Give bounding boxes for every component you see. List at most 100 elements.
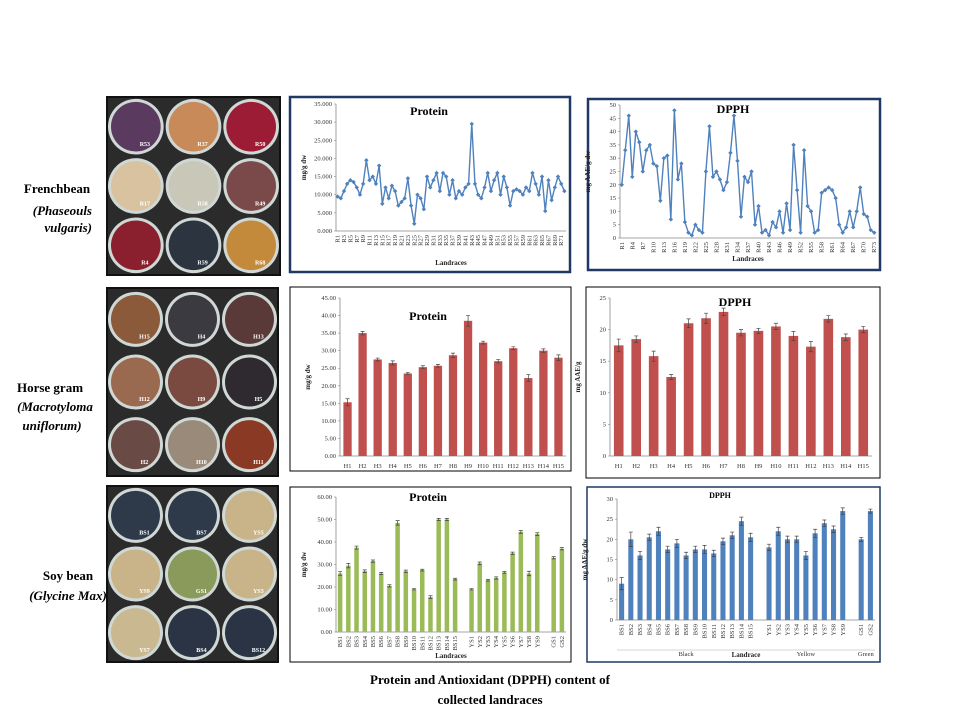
seeds bbox=[111, 294, 160, 344]
error-bar bbox=[702, 545, 707, 554]
x-tick-label: H3 bbox=[374, 463, 382, 470]
seeds bbox=[111, 608, 160, 658]
x-tick-label: R61 bbox=[526, 235, 533, 246]
x-tick-label: H9 bbox=[754, 463, 762, 470]
x-tick-label: BS2 bbox=[345, 636, 352, 647]
marker bbox=[469, 121, 474, 127]
marker bbox=[665, 153, 670, 158]
row-latin: (Macrotyloma bbox=[17, 399, 93, 414]
bar bbox=[784, 539, 790, 620]
row-name: Soy bean bbox=[43, 568, 94, 583]
y-tick-label: 35.000 bbox=[314, 101, 332, 108]
y-tick-label: 25 bbox=[610, 169, 617, 176]
bar bbox=[358, 333, 367, 456]
y-tick-label: 0.000 bbox=[317, 228, 332, 235]
marker bbox=[341, 188, 347, 194]
x-tick-label: R11 bbox=[367, 235, 374, 246]
row-name: Horse gram bbox=[17, 380, 83, 395]
marker bbox=[675, 177, 681, 182]
x-tick-label: R49 bbox=[787, 242, 794, 253]
bar bbox=[665, 549, 671, 620]
marker bbox=[546, 178, 551, 183]
marker bbox=[710, 174, 716, 180]
y-tick-label: 25 bbox=[600, 295, 607, 302]
x-tick-label: YS4 bbox=[794, 623, 801, 635]
row-name: Frenchbean bbox=[24, 181, 91, 196]
x-tick-label: R43 bbox=[766, 242, 773, 253]
error-bar bbox=[822, 519, 827, 527]
marker bbox=[851, 225, 856, 230]
error-bar bbox=[551, 556, 556, 560]
marker bbox=[511, 188, 516, 194]
x-tick-label: R53 bbox=[501, 235, 508, 246]
x-tick-label: H11 bbox=[788, 463, 799, 470]
x-tick-label: H7 bbox=[434, 463, 443, 470]
error-bar bbox=[511, 346, 516, 350]
error-bar bbox=[420, 365, 425, 369]
bar bbox=[502, 572, 507, 632]
marker bbox=[868, 227, 873, 233]
marker bbox=[745, 179, 751, 185]
bar bbox=[343, 402, 352, 456]
marker bbox=[668, 217, 674, 222]
x-tick-label: R16 bbox=[671, 241, 678, 253]
seeds bbox=[168, 220, 219, 271]
seeds bbox=[111, 490, 160, 540]
error-bar bbox=[541, 348, 546, 353]
marker bbox=[520, 192, 526, 197]
chart-frame bbox=[585, 286, 881, 479]
marker bbox=[498, 192, 503, 197]
x-tick-label: R43 bbox=[469, 235, 476, 246]
seeds bbox=[168, 549, 217, 599]
seeds bbox=[225, 357, 274, 407]
marker bbox=[784, 201, 789, 206]
x-tick-label: R15 bbox=[379, 235, 386, 246]
bar bbox=[812, 533, 818, 620]
y-tick-label: 40.00 bbox=[321, 313, 336, 320]
marker bbox=[819, 190, 824, 195]
x-tick-label: H14 bbox=[538, 463, 550, 470]
marker bbox=[651, 161, 656, 166]
y-axis-label: mg AAE/g bbox=[574, 361, 582, 392]
y-axis-label: mg AAE/g dw bbox=[581, 538, 589, 581]
error-bar bbox=[647, 533, 652, 541]
marker bbox=[812, 230, 817, 235]
x-tick-label: R23 bbox=[405, 235, 412, 246]
marker bbox=[357, 192, 363, 197]
x-tick-label: BS14 bbox=[444, 635, 451, 650]
marker bbox=[418, 196, 423, 201]
seeds bbox=[168, 420, 217, 470]
error-bar bbox=[494, 576, 499, 580]
marker bbox=[756, 203, 761, 209]
bar bbox=[821, 523, 827, 620]
marker bbox=[833, 195, 838, 201]
marker bbox=[717, 177, 723, 182]
bar bbox=[554, 357, 563, 456]
x-tick-label: R65 bbox=[539, 235, 546, 246]
marker bbox=[619, 182, 624, 187]
x-tick-label: R4 bbox=[629, 241, 636, 249]
x-tick-label: R71 bbox=[558, 235, 565, 246]
error-bar bbox=[405, 372, 410, 375]
error-bar bbox=[803, 551, 808, 560]
chart-title: DPPH bbox=[709, 491, 732, 500]
error-bar bbox=[354, 545, 359, 550]
x-tick-label: BS10 bbox=[702, 624, 709, 638]
marker bbox=[865, 214, 870, 219]
marker bbox=[854, 209, 859, 214]
x-tick-label: R47 bbox=[482, 234, 489, 246]
marker bbox=[421, 207, 427, 212]
x-tick-label: YS9 bbox=[840, 624, 847, 636]
x-tick-label: BS7 bbox=[386, 635, 393, 647]
row-latin: uniflorum) bbox=[22, 418, 81, 433]
error-bar bbox=[634, 335, 639, 343]
photo-label: R49 bbox=[255, 201, 265, 207]
error-bar bbox=[387, 584, 392, 588]
bar bbox=[362, 571, 368, 632]
marker bbox=[434, 170, 439, 176]
bar bbox=[840, 337, 851, 456]
x-tick-label: YS8 bbox=[526, 636, 533, 648]
seeds bbox=[225, 608, 274, 658]
marker bbox=[383, 185, 388, 190]
x-tick-label: BS6 bbox=[378, 635, 385, 647]
